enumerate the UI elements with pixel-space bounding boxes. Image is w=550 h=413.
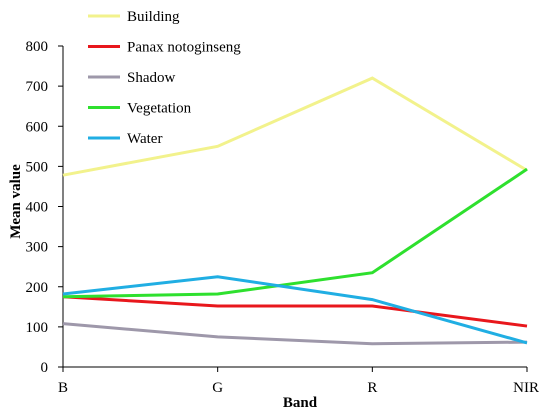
y-tick-label: 0 bbox=[41, 360, 49, 376]
series-lines bbox=[62, 76, 528, 346]
legend-label: Building bbox=[127, 9, 180, 25]
series-line-0 bbox=[62, 76, 528, 177]
y-tick-label: 300 bbox=[26, 240, 49, 256]
legend-label: Vegetation bbox=[127, 101, 192, 117]
legend-label: Water bbox=[127, 131, 162, 147]
y-tick-label: 200 bbox=[26, 280, 49, 296]
series-line-2 bbox=[62, 322, 528, 346]
y-tick-label: 100 bbox=[26, 320, 49, 336]
legend-label: Panax notoginseng bbox=[127, 40, 241, 56]
axes bbox=[62, 46, 527, 368]
y-tick-label: 800 bbox=[26, 39, 49, 55]
y-tick-label: 400 bbox=[26, 200, 49, 216]
series-line-4 bbox=[62, 275, 528, 345]
x-axis-title: Band bbox=[283, 395, 318, 411]
y-axis-ticks: 0 100 200 300 400 500 600 700 800 bbox=[26, 39, 63, 376]
y-tick-label: 600 bbox=[26, 119, 49, 135]
legend-label: Shadow bbox=[127, 70, 176, 86]
y-axis-title: Mean value bbox=[8, 164, 24, 239]
y-tick-label: 700 bbox=[26, 79, 49, 95]
series-line-1 bbox=[62, 295, 528, 328]
x-tick-label: NIR bbox=[513, 380, 539, 396]
x-axis-ticks: B G R NIR bbox=[58, 367, 539, 396]
x-tick-label: B bbox=[58, 380, 68, 396]
series-line-3 bbox=[62, 167, 528, 299]
x-tick-label: R bbox=[367, 380, 377, 396]
y-tick-label: 500 bbox=[26, 159, 49, 175]
x-tick-label: G bbox=[212, 380, 223, 396]
legend: Building Panax notoginseng Shadow Vegetatio… bbox=[88, 9, 241, 147]
